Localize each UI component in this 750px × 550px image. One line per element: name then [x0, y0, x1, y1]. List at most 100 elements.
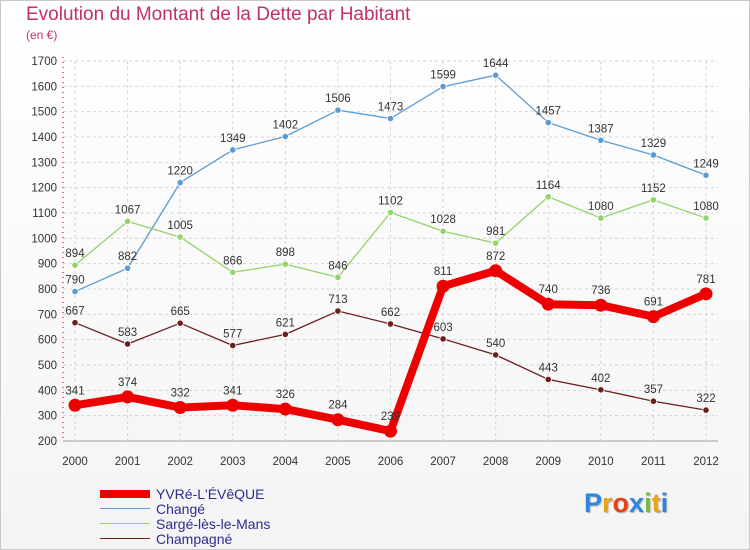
- series-1: 790 882 1220 1349 1402 1506 1473 1599 1644 1457 13…: [65, 58, 719, 296]
- logo-letter: r: [602, 488, 613, 518]
- data-label: 603: [433, 322, 452, 334]
- data-point: [597, 136, 605, 144]
- data-point: [439, 227, 447, 235]
- data-point: [702, 171, 710, 179]
- data-label: 1080: [588, 201, 614, 213]
- data-point: [229, 268, 237, 276]
- y-tick-label: 1700: [31, 56, 57, 68]
- data-point: [226, 398, 240, 412]
- data-label: 1067: [115, 204, 141, 216]
- data-point: [176, 179, 184, 187]
- data-point: [176, 319, 184, 327]
- data-label: 1349: [220, 133, 246, 145]
- data-point: [597, 214, 605, 222]
- data-point: [334, 106, 342, 114]
- legend-swatch: [100, 522, 150, 525]
- data-point: [386, 114, 395, 123]
- legend-item: YVRé-L'ÉVêQUE: [100, 485, 270, 502]
- y-tick-label: 1500: [31, 107, 57, 119]
- y-tick-label: 500: [38, 360, 57, 372]
- x-tick-label: 2004: [273, 456, 299, 468]
- data-label: 284: [328, 400, 348, 412]
- series-0: 341 374 332 341 326 284 239 811 872 740 736 691 781: [65, 251, 716, 438]
- y-tick-label: 400: [38, 385, 57, 397]
- data-point: [123, 264, 132, 272]
- data-point: [71, 287, 79, 296]
- series-2: 894 1067 1005 866 898 846 1102 1028 981 1164 1080 1…: [65, 180, 719, 281]
- data-point: [281, 330, 289, 338]
- data-point: [544, 193, 552, 201]
- logo-letter: o: [612, 488, 630, 518]
- logo-letter: i: [644, 488, 652, 518]
- data-point: [281, 132, 289, 141]
- data-point: [334, 307, 342, 315]
- data-point: [702, 214, 710, 222]
- data-point: [436, 279, 450, 293]
- data-point: [649, 151, 658, 159]
- data-label: 239: [381, 411, 400, 423]
- legend-item: Changé: [100, 501, 270, 517]
- data-point: [229, 341, 237, 350]
- data-label: 322: [696, 393, 715, 405]
- proxiti-logo: Proxiti: [584, 488, 668, 519]
- y-tick-label: 300: [38, 411, 57, 423]
- legend: YVRé-L'ÉVêQUE Changé Sargé-lès-le-Mans Cham…: [100, 485, 270, 547]
- data-label: 402: [591, 373, 610, 385]
- data-label: 713: [328, 294, 347, 306]
- data-point: [649, 397, 658, 405]
- x-tick-label: 2011: [641, 456, 666, 468]
- data-label: 1644: [483, 58, 509, 70]
- data-point: [699, 287, 713, 301]
- data-label: 1402: [273, 119, 299, 131]
- data-point: [176, 233, 184, 241]
- data-label: 577: [223, 328, 242, 340]
- data-label: 898: [276, 247, 295, 259]
- series-3: 667 583 665 577 621 713 662 603 540 443 402 357 322: [65, 294, 716, 414]
- data-point: [331, 413, 345, 427]
- data-point: [544, 375, 552, 384]
- logo-letter: P: [584, 488, 603, 518]
- x-tick-label: 2012: [693, 456, 719, 468]
- data-point: [702, 406, 710, 414]
- data-point: [229, 146, 237, 154]
- x-tick-label: 2006: [378, 456, 404, 468]
- logo-letter: x: [629, 488, 645, 518]
- data-point: [594, 298, 608, 312]
- data-label: 736: [591, 285, 610, 297]
- data-point: [439, 82, 447, 91]
- data-label: 667: [65, 306, 84, 318]
- data-label: 1005: [167, 220, 193, 232]
- data-label: 790: [65, 275, 84, 287]
- y-tick-label: 1100: [32, 208, 57, 220]
- data-label: 740: [539, 284, 558, 296]
- data-label: 443: [539, 362, 558, 374]
- data-label: 341: [223, 385, 242, 397]
- data-point: [489, 264, 503, 278]
- data-label: 1164: [536, 180, 561, 192]
- y-tick-label: 200: [38, 436, 57, 448]
- legend-swatch: [100, 507, 150, 510]
- x-tick-label: 2010: [588, 456, 614, 468]
- unit-label: (en €): [26, 28, 58, 42]
- logo-letter: i: [660, 488, 669, 518]
- data-point: [492, 351, 500, 359]
- data-point: [597, 386, 605, 394]
- data-label: 341: [65, 385, 84, 397]
- data-label: 691: [644, 297, 663, 309]
- x-tick-label: 2003: [220, 456, 246, 468]
- x-tick-label: 2002: [167, 456, 193, 468]
- data-point: [646, 310, 660, 324]
- data-point: [384, 424, 397, 438]
- data-label: 1102: [378, 195, 403, 207]
- data-point: [439, 335, 447, 343]
- plot-area: 200 300 400 500 600 700 800 900 1000 1100 1200 1300…: [31, 56, 718, 468]
- data-point: [123, 340, 132, 348]
- legend-label: YVRé-L'ÉVêQUE: [156, 485, 265, 502]
- data-point: [492, 239, 500, 247]
- data-point: [386, 320, 395, 328]
- data-point: [544, 118, 552, 127]
- data-label: 1387: [588, 123, 614, 135]
- data-label: 1249: [693, 158, 719, 170]
